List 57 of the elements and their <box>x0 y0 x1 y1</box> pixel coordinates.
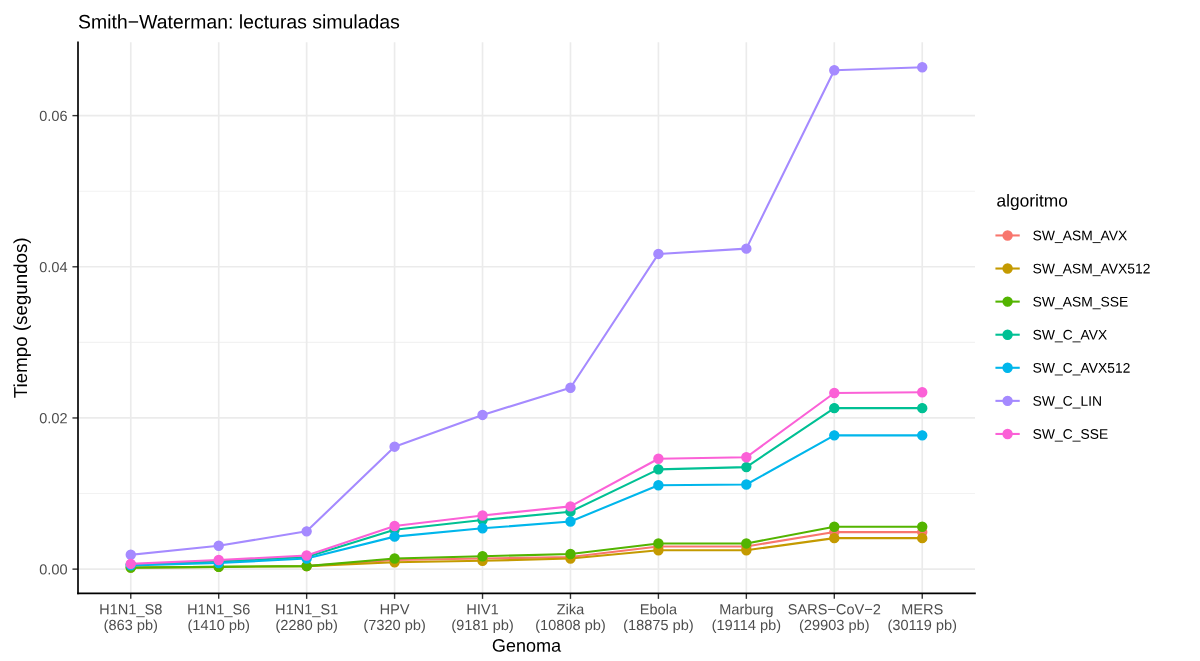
point <box>389 531 400 542</box>
x-tick-label: SARS−CoV−2 (29903 pb) <box>788 604 881 634</box>
legend-label: SW_C_AVX512 <box>1033 362 1130 376</box>
point <box>389 520 400 532</box>
point <box>829 430 840 441</box>
legend-label: SW_ASM_AVX512 <box>1033 263 1150 277</box>
y-axis-title: Tiempo (segundos) <box>13 238 31 398</box>
point <box>829 402 840 414</box>
x-tick-label: H1N1_S1 (2280 pb) <box>276 604 338 634</box>
point <box>477 409 488 421</box>
point <box>653 464 664 475</box>
point <box>741 461 752 473</box>
x-tick-label: Ebola (18875 pb) <box>624 603 693 634</box>
y-tick-label: 0.00 <box>39 564 68 575</box>
point <box>917 532 928 544</box>
point <box>653 248 664 260</box>
point <box>829 387 840 399</box>
legend-label: SW_C_AVX <box>1033 329 1107 343</box>
point <box>477 510 488 521</box>
point <box>829 65 840 76</box>
point <box>565 382 576 393</box>
x-tick-label: H1N1_S6 (1410 pb) <box>188 604 250 634</box>
point <box>653 453 664 464</box>
point <box>829 521 840 533</box>
legend-label: SW_ASM_SSE <box>1033 296 1128 310</box>
x-tick-label: H1N1_S8 (863 pb) <box>100 604 162 634</box>
point <box>125 549 136 560</box>
point <box>565 501 576 512</box>
point <box>389 441 400 452</box>
legend-label: SW_C_SSE <box>1033 429 1108 442</box>
point <box>653 480 664 491</box>
x-tick-label: HPV (7320 pb) <box>364 604 425 634</box>
x-axis-title: Genoma <box>492 639 562 652</box>
point <box>477 523 488 534</box>
x-tick-label: Zika (10808 pb) <box>536 603 605 634</box>
x-tick-label: Marburg (19114 pb) <box>712 603 781 634</box>
point <box>917 430 928 441</box>
chart-title: Smith−Waterman: lecturas simuladas <box>78 14 400 29</box>
y-tick-label: 0.06 <box>39 110 67 122</box>
point <box>741 452 752 463</box>
y-tick-label: 0.02 <box>39 413 67 424</box>
legend-title: algoritmo <box>997 193 1068 211</box>
x-tick-label: HIV1 (9181 pb) <box>452 604 513 634</box>
point <box>917 521 928 533</box>
legend-label: SW_ASM_AVX <box>1033 230 1127 244</box>
point <box>917 62 928 73</box>
point <box>301 526 312 537</box>
point <box>917 387 928 398</box>
legend-label: SW_C_LIN <box>1033 396 1101 409</box>
point <box>741 243 752 254</box>
point <box>213 540 224 551</box>
x-tick-label: MERS (30119 pb) <box>888 604 957 634</box>
point <box>741 479 752 490</box>
point <box>565 516 576 527</box>
point <box>917 402 928 414</box>
point <box>829 532 840 544</box>
y-tick-label: 0.04 <box>39 261 68 273</box>
